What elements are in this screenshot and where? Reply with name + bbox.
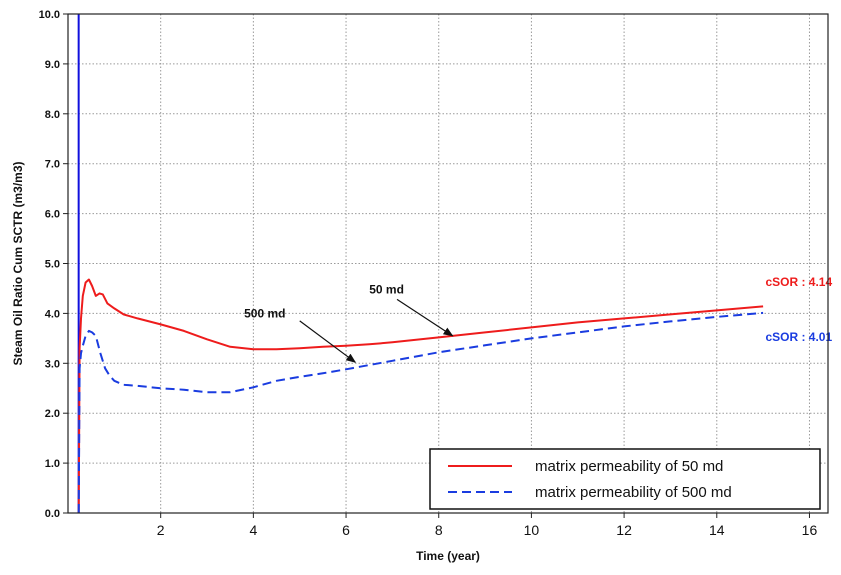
y-tick-label: 9.0 bbox=[45, 59, 60, 71]
annotation-label: 50 md bbox=[369, 282, 404, 296]
annotation-arrow bbox=[396, 298, 454, 337]
y-axis-label: Steam Oil Ratio Cum SCTR (m3/m3) bbox=[11, 161, 25, 365]
y-tick-label: 1.0 bbox=[45, 458, 60, 470]
series-line-50md bbox=[77, 278, 764, 514]
series-group bbox=[77, 14, 764, 514]
x-tick-label: 2 bbox=[157, 522, 165, 538]
x-tick-label: 8 bbox=[435, 522, 443, 538]
x-tick-label: 6 bbox=[342, 522, 350, 538]
y-tick-label: 6.0 bbox=[45, 209, 60, 221]
axes-group: Time (year) Steam Oil Ratio Cum SCTR (m3… bbox=[11, 9, 829, 563]
legend: matrix permeability of 50 md matrix perme… bbox=[429, 448, 821, 510]
x-tick-label: 10 bbox=[524, 522, 540, 538]
x-tick-label: 14 bbox=[709, 522, 725, 538]
y-tick-label: 8.0 bbox=[45, 109, 60, 121]
x-tick-label: 16 bbox=[802, 522, 818, 538]
legend-label: matrix permeability of 50 md bbox=[535, 458, 723, 475]
final-value-label: cSOR : 4.14 bbox=[765, 275, 832, 289]
legend-box bbox=[429, 448, 821, 510]
series-line-500md bbox=[77, 311, 764, 514]
final-value-label: cSOR : 4.01 bbox=[765, 330, 832, 344]
y-tick-label: 2.0 bbox=[45, 408, 60, 420]
plot-frame bbox=[67, 13, 829, 514]
y-tick-label: 4.0 bbox=[45, 308, 60, 320]
annotation-arrow bbox=[299, 320, 357, 363]
annotation-label: 500 md bbox=[244, 306, 285, 320]
x-axis-label: Time (year) bbox=[416, 549, 480, 563]
grid bbox=[68, 14, 828, 513]
y-tick-label: 0.0 bbox=[45, 508, 60, 520]
y-tick-label: 5.0 bbox=[45, 259, 60, 271]
annotations-group: 500 md 50 md cSOR : 4.14 cSOR : 4.01 bbox=[244, 275, 832, 363]
y-tick-label: 7.0 bbox=[45, 159, 60, 171]
y-tick-label: 3.0 bbox=[45, 358, 60, 370]
x-tick-label: 12 bbox=[616, 522, 632, 538]
legend-label: matrix permeability of 500 md bbox=[535, 484, 732, 501]
y-tick-label: 10.0 bbox=[39, 9, 60, 21]
x-tick-label: 4 bbox=[249, 522, 257, 538]
